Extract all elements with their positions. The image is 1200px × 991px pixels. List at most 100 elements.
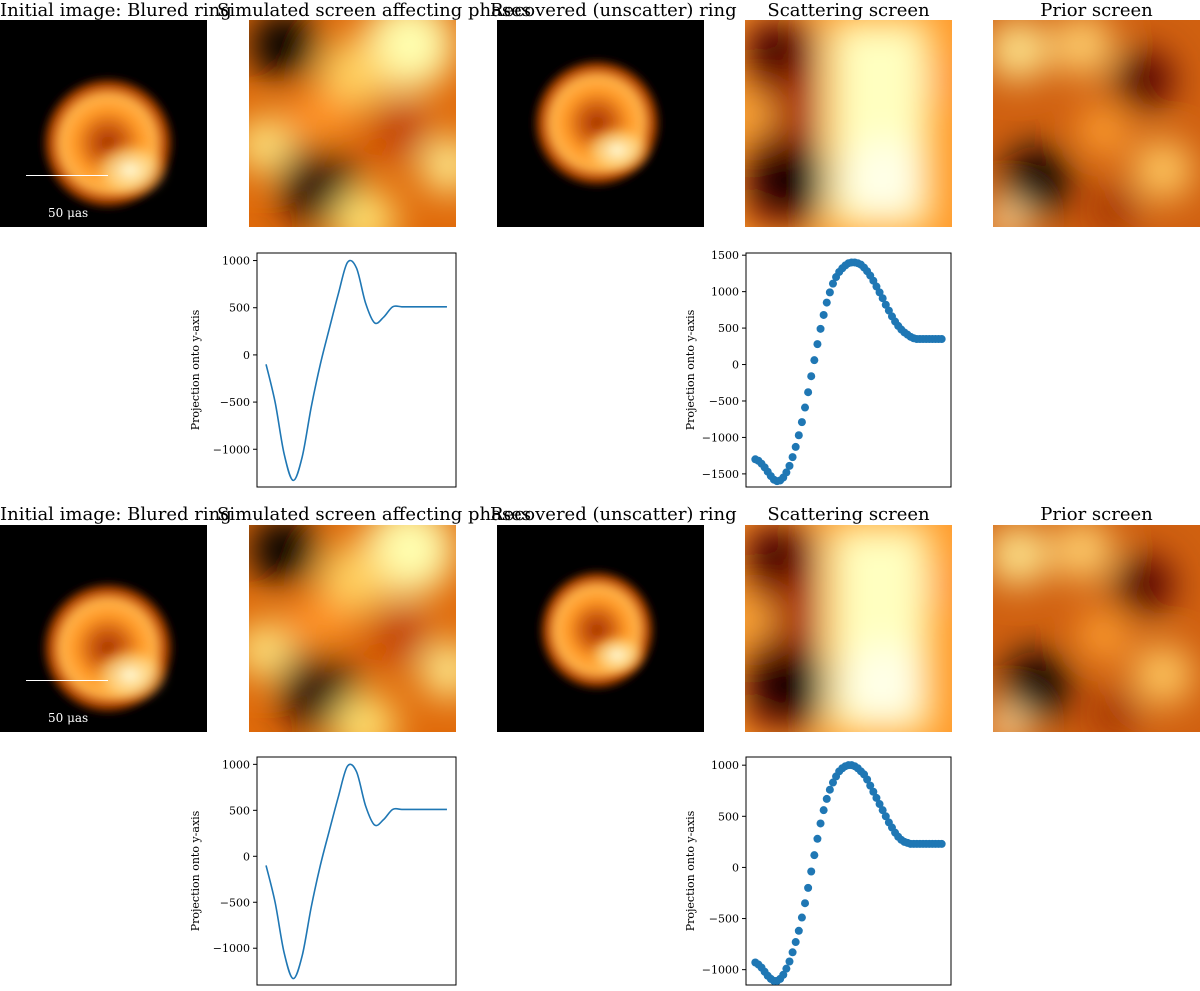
axes-frame bbox=[745, 252, 952, 488]
y-tick-label: −1000 bbox=[213, 942, 250, 955]
scalebar-line bbox=[26, 680, 108, 681]
series-line bbox=[265, 259, 447, 482]
scattering-screen-image-row2 bbox=[745, 525, 952, 732]
scatter-point bbox=[788, 948, 797, 957]
y-tick-label: 0 bbox=[243, 850, 250, 863]
projection-line-chart-row2: 1000 500 0 −500 −1000 Projection onto y-axis bbox=[189, 756, 457, 986]
scatter-point bbox=[779, 970, 788, 979]
y-tick-label: 1000 bbox=[222, 255, 250, 268]
y-tick-label: −1000 bbox=[702, 964, 739, 977]
y-tick-label: 0 bbox=[732, 861, 739, 874]
title-simulated-screen-row1: Simulated screen affecting phases bbox=[217, 0, 531, 21]
y-tick-label: −500 bbox=[220, 396, 250, 409]
y-axis-label: Projection onto y-axis bbox=[189, 309, 202, 430]
scatter-point bbox=[872, 793, 881, 802]
scatter-point bbox=[816, 324, 825, 333]
scatter-point bbox=[869, 787, 878, 796]
projection-line-chart-row1: 1000 500 0 −500 −1000 Projection onto y-axis bbox=[189, 252, 457, 488]
scatter-point bbox=[828, 778, 837, 787]
scatter-point bbox=[937, 335, 946, 344]
scatter-point bbox=[801, 403, 810, 412]
scatter-point bbox=[810, 356, 819, 365]
y-axis-label: Projection onto y-axis bbox=[684, 810, 697, 931]
y-tick-label: −1000 bbox=[213, 443, 250, 456]
scatter-point bbox=[863, 775, 872, 784]
axes-frame bbox=[256, 252, 457, 488]
title-initial-image-row1: Initial image: Blured ring bbox=[0, 0, 232, 21]
y-tick-label: 500 bbox=[229, 804, 250, 817]
scatter-point bbox=[794, 431, 803, 440]
recovered-ring-image-row1 bbox=[497, 20, 704, 227]
scatter-point bbox=[828, 279, 837, 288]
title-scattering-screen-row2: Scattering screen bbox=[767, 504, 930, 525]
y-tick-label: 1000 bbox=[711, 759, 739, 772]
y-tick-label: 1000 bbox=[222, 758, 250, 771]
scatter-point bbox=[813, 340, 822, 349]
initial-ring-image-row1: 50 μas bbox=[0, 20, 207, 227]
scatter-point bbox=[791, 442, 800, 451]
scatter-point bbox=[785, 461, 794, 470]
projection-scatter-chart-row2: 1000 500 0 −500 −1000 Projection onto y-axis bbox=[684, 756, 952, 986]
prior-screen-image-row1 bbox=[993, 20, 1200, 227]
scatter-point bbox=[816, 819, 825, 828]
scatter-point bbox=[822, 298, 831, 307]
y-tick-label: −1500 bbox=[702, 468, 739, 481]
scatter-point bbox=[785, 957, 794, 966]
title-recovered-ring-row2: Recovered (unscatter) ring bbox=[490, 504, 737, 525]
y-tick-label: −500 bbox=[220, 896, 250, 909]
title-recovered-ring-row1: Recovered (unscatter) ring bbox=[490, 0, 737, 21]
initial-ring-image-row2: 50 μas bbox=[0, 525, 207, 732]
scatter-point bbox=[866, 781, 875, 790]
scatter-point bbox=[825, 288, 834, 297]
title-prior-screen-row2: Prior screen bbox=[1040, 504, 1153, 525]
scatter-point bbox=[801, 899, 810, 908]
y-tick-label: 1000 bbox=[711, 286, 739, 299]
recovered-ring-image-row2 bbox=[497, 525, 704, 732]
scatter-point bbox=[819, 310, 828, 319]
simulated-screen-image-row1 bbox=[249, 20, 456, 227]
scatter-point bbox=[810, 851, 819, 860]
y-axis-label: Projection onto y-axis bbox=[189, 810, 202, 931]
scalebar-label: 50 μas bbox=[48, 206, 89, 220]
scatter-point bbox=[797, 913, 806, 922]
y-tick-label: 500 bbox=[229, 302, 250, 315]
scatter-point bbox=[807, 867, 816, 876]
y-tick-label: 0 bbox=[243, 349, 250, 362]
scatter-point bbox=[794, 926, 803, 935]
scatter-point bbox=[797, 418, 806, 427]
y-tick-label: −1000 bbox=[702, 431, 739, 444]
y-tick-label: 1500 bbox=[711, 249, 739, 262]
scatter-point bbox=[819, 806, 828, 815]
scattering-screen-image-row1 bbox=[745, 20, 952, 227]
scatter-point bbox=[937, 839, 946, 848]
y-tick-label: 500 bbox=[718, 810, 739, 823]
scatter-point bbox=[807, 372, 816, 381]
y-tick-label: 500 bbox=[718, 322, 739, 335]
y-axis-label: Projection onto y-axis bbox=[684, 309, 697, 430]
axes-frame bbox=[256, 756, 457, 986]
scatter-point bbox=[878, 294, 887, 303]
y-tick-label: −500 bbox=[709, 395, 739, 408]
title-initial-image-row2: Initial image: Blured ring bbox=[0, 504, 232, 525]
scatter-point bbox=[825, 785, 834, 794]
prior-screen-image-row2 bbox=[993, 525, 1200, 732]
title-simulated-screen-row2: Simulated screen affecting phases bbox=[217, 504, 531, 525]
scatter-point bbox=[822, 794, 831, 803]
scatter-point bbox=[791, 938, 800, 947]
scatter-point bbox=[878, 806, 887, 815]
scatter-point bbox=[788, 453, 797, 462]
scatter-point bbox=[782, 964, 791, 973]
scatter-point bbox=[875, 800, 884, 809]
scatter-point bbox=[813, 834, 822, 843]
scatter-point bbox=[881, 812, 890, 821]
title-prior-screen-row1: Prior screen bbox=[1040, 0, 1153, 21]
title-scattering-screen-row1: Scattering screen bbox=[767, 0, 930, 21]
simulated-screen-image-row2 bbox=[249, 525, 456, 732]
axes-frame bbox=[745, 756, 952, 986]
series-line bbox=[265, 763, 447, 980]
y-tick-label: 0 bbox=[732, 359, 739, 372]
scatter-point bbox=[804, 883, 813, 892]
y-tick-label: −500 bbox=[709, 913, 739, 926]
scatter-point bbox=[782, 468, 791, 477]
scalebar-line bbox=[26, 175, 108, 176]
